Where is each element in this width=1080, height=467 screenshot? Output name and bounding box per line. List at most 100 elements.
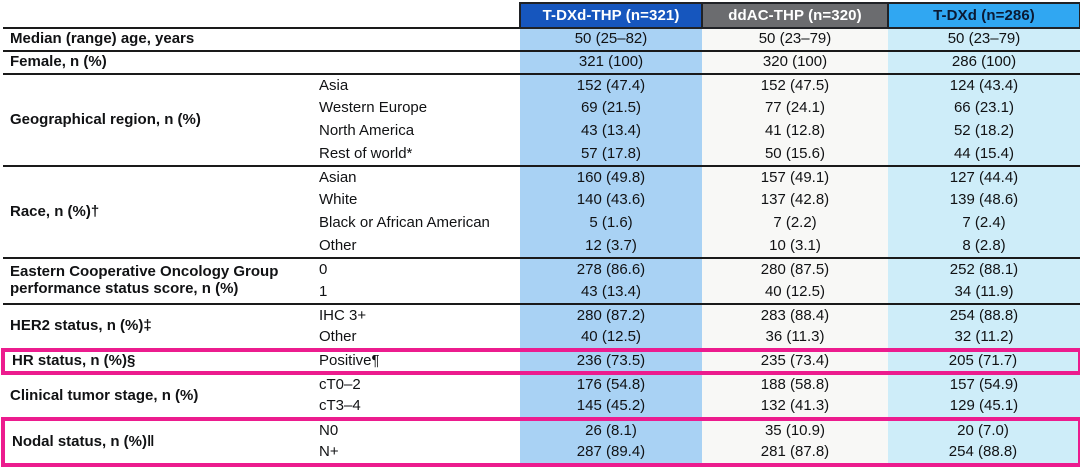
value-cell: 5 (1.6) [520,212,702,235]
value-cell: 57 (17.8) [520,143,702,166]
row-group-label: Nodal status, n (%)‖ [12,432,155,450]
value-cell: 43 (13.4) [520,281,702,304]
row-sublabel: North America [319,122,415,140]
value-cell: 43 (13.4) [520,120,702,143]
highlight-box-hr-status-n: HR status, n (%)§ Positive¶ 236 (73.5) 235 … [3,350,1080,373]
table-row: cT3–4 145 (45.2) 132 (41.3) 129 (45.1) [3,396,1080,419]
row-sublabel: 0 [319,260,328,278]
value-cell: 145 (45.2) [520,396,702,419]
value-cell: 160 (49.8) [520,166,702,189]
value-cell: 137 (42.8) [702,189,888,212]
value-cell: 205 (71.7) [888,350,1080,373]
value-cell: 66 (23.1) [888,97,1080,120]
table-group-eastern-cooperative-oncology-group-perfo: Eastern Cooperative Oncology Group perfo… [3,258,1080,304]
table-row: Median (range) age, years 50 (25–82) 50 (2… [3,28,1080,51]
value-cell: 157 (49.1) [702,166,888,189]
table-row: HER2 status, n (%)‡ IHC 3+ 280 (87.2) 283 (… [3,304,1080,334]
value-cell: 40 (12.5) [520,327,702,350]
row-group-label: Eastern Cooperative Oncology Group perfo… [10,263,279,297]
value-cell: 52 (18.2) [888,120,1080,143]
row-group-label: HR status, n (%)§ [12,352,136,370]
value-cell: 280 (87.2) [520,304,702,327]
value-cell: 8 (2.8) [888,235,1080,258]
value-cell: 252 (88.1) [888,258,1080,281]
value-cell: 35 (10.9) [702,419,888,442]
table-row: Other 12 (3.7) 10 (3.1) 8 (2.8) [3,235,1080,258]
row-group-label: Clinical tumor stage, n (%) [10,386,199,404]
table-row: Eastern Cooperative Oncology Group perfo… [3,258,1080,297]
value-cell: 50 (25–82) [520,28,702,51]
row-sublabel: Asia [319,76,349,94]
table-row: Clinical tumor stage, n (%) cT0–2 176 (54.… [3,373,1080,403]
value-cell: 50 (15.6) [702,143,888,166]
table-row: Other 40 (12.5) 36 (11.3) 32 (11.2) [3,327,1080,350]
value-cell: 157 (54.9) [888,373,1080,396]
table-row: Black or African American 5 (1.6) 7 (2.2) 7… [3,212,1080,235]
value-cell: 10 (3.1) [702,235,888,258]
row-sublabel: cT0–2 [319,376,361,394]
value-cell: 26 (8.1) [520,419,702,442]
value-cell: 12 (3.7) [520,235,702,258]
value-cell: 127 (44.4) [888,166,1080,189]
value-cell: 20 (7.0) [888,419,1080,442]
table-group-clinical-tumor-stage-n: Clinical tumor stage, n (%) cT0–2 176 (54.… [3,373,1080,419]
table-row: Race, n (%)† Asian 160 (49.8) 157 (49.1) 127… [3,166,1080,219]
value-cell: 36 (11.3) [702,327,888,350]
table-group-her2-status-n: HER2 status, n (%)‡ IHC 3+ 280 (87.2) 283 (… [3,304,1080,350]
row-sublabel: Other [319,236,357,254]
value-cell: 132 (41.3) [702,396,888,419]
table-row: North America 43 (13.4) 41 (12.8) 52 (18.2) [3,120,1080,143]
value-cell: 69 (21.5) [520,97,702,120]
value-cell: 176 (54.8) [520,373,702,396]
row-sublabel: IHC 3+ [319,306,367,324]
table-row: Western Europe 69 (21.5) 77 (24.1) 66 (23.1… [3,97,1080,120]
value-cell: 286 (100) [888,51,1080,74]
value-cell: 278 (86.6) [520,258,702,281]
value-cell: 7 (2.2) [702,212,888,235]
column-header-ddac-thp-n-320: ddAC-THP (n=320) [701,2,889,29]
row-sublabel: cT3–4 [319,397,361,415]
row-sublabel: 1 [319,282,328,300]
table-row: HR status, n (%)§ Positive¶ 236 (73.5) 235 … [3,350,1080,373]
row-sublabel: Asian [319,168,357,186]
table-group-median-range-age-years: Median (range) age, years 50 (25–82) 50 (2… [3,28,1080,51]
value-cell: 152 (47.5) [702,74,888,97]
table-group-race-n: Race, n (%)† Asian 160 (49.8) 157 (49.1) 127… [3,166,1080,258]
value-cell: 188 (58.8) [702,373,888,396]
row-group-label: Geographical region, n (%) [10,110,201,128]
row-sublabel: Western Europe [319,99,428,117]
value-cell: 235 (73.4) [702,350,888,373]
value-cell: 320 (100) [702,51,888,74]
value-cell: 129 (45.1) [888,396,1080,419]
row-sublabel: White [319,191,358,209]
table-row: Nodal status, n (%)‖ N0 26 (8.1) 35 (10.9) 2… [3,419,1080,449]
value-cell: 32 (11.2) [888,327,1080,350]
value-cell: 44 (15.4) [888,143,1080,166]
row-group-label: Female, n (%) [10,53,107,71]
row-sublabel: Black or African American [319,214,490,232]
value-cell: 50 (23–79) [888,28,1080,51]
column-header-t-dxd-thp-n-321: T-DXd-THP (n=321) [519,2,703,29]
value-cell: 50 (23–79) [702,28,888,51]
value-cell: 40 (12.5) [702,281,888,304]
table-row: White 140 (43.6) 137 (42.8) 139 (48.6) [3,189,1080,212]
row-sublabel: Positive¶ [319,352,380,370]
table-row: Female, n (%) 321 (100) 320 (100) 286 (100) [3,51,1080,74]
value-cell: 77 (24.1) [702,97,888,120]
value-cell: 280 (87.5) [702,258,888,281]
row-group-label: Median (range) age, years [10,30,195,48]
table-header: T-DXd-THP (n=321) ddAC-THP (n=320) T-DXd (… [3,2,1080,29]
value-cell: 41 (12.8) [702,120,888,143]
value-cell: 140 (43.6) [520,189,702,212]
value-cell: 254 (88.8) [888,304,1080,327]
row-group-label: Race, n (%)† [10,202,100,220]
row-sublabel: Other [319,328,357,346]
value-cell: 236 (73.5) [520,350,702,373]
row-sublabel: Rest of world* [319,144,413,162]
table-corner-blank [3,3,520,28]
table-row: 1 43 (13.4) 40 (12.5) 34 (11.9) [3,281,1080,304]
highlight-box-nodal-status-n: Nodal status, n (%)‖ N0 26 (8.1) 35 (10.9) 2… [3,419,1080,465]
table-group-female-n: Female, n (%) 321 (100) 320 (100) 286 (100) [3,51,1080,74]
